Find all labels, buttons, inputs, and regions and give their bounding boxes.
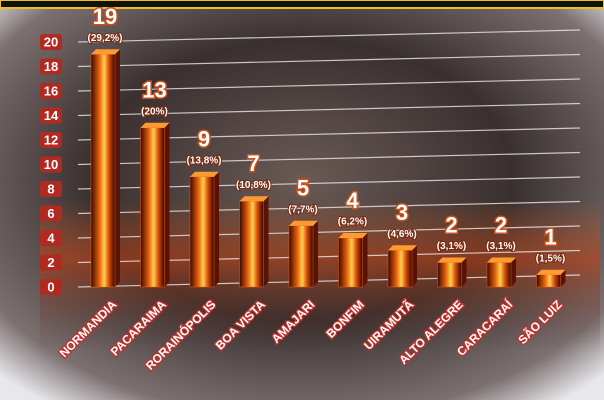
percent-label: (3,1%) xyxy=(486,241,515,252)
y-tick-label: 12 xyxy=(44,132,58,147)
y-tick-badge xyxy=(40,205,62,222)
percent-label: (10,8%) xyxy=(236,180,271,191)
y-tick-badge xyxy=(40,58,62,75)
y-tick-label: 16 xyxy=(44,83,58,98)
grid-line xyxy=(77,78,581,92)
bar xyxy=(189,176,215,288)
bar-side xyxy=(214,171,219,287)
value-label: 2 xyxy=(495,212,507,237)
bar-side xyxy=(313,220,318,287)
y-tick-badge xyxy=(40,132,62,148)
bar xyxy=(387,250,413,288)
bar xyxy=(338,237,363,288)
bar xyxy=(288,225,314,288)
bar-side xyxy=(164,122,170,287)
y-tick-label: 6 xyxy=(47,206,54,221)
percent-label: (4,6%) xyxy=(387,229,416,240)
y-tick-badge xyxy=(40,34,62,50)
value-label: 5 xyxy=(297,176,309,201)
value-label: 9 xyxy=(198,127,210,152)
bar-top xyxy=(338,233,368,238)
bar-side xyxy=(412,245,417,287)
bar-side xyxy=(263,196,269,287)
percent-label: (29,2%) xyxy=(87,33,122,44)
bar xyxy=(239,201,264,288)
y-tick-label: 2 xyxy=(47,255,54,270)
bar-top xyxy=(140,122,170,128)
y-tick-label: 0 xyxy=(47,279,54,294)
y-tick-label: 10 xyxy=(44,157,58,172)
bar-side xyxy=(461,257,467,287)
percent-label: (20%) xyxy=(141,106,168,117)
bar-top xyxy=(388,245,417,251)
bar xyxy=(536,274,561,288)
grid-line xyxy=(77,53,581,68)
top-bar xyxy=(0,0,604,9)
value-label: 13 xyxy=(142,78,166,103)
bar-side xyxy=(362,233,368,287)
y-tick-badge xyxy=(40,181,62,197)
value-label: 19 xyxy=(93,4,117,29)
bar-top xyxy=(190,171,219,177)
bar-top xyxy=(487,257,516,263)
y-tick-label: 20 xyxy=(44,34,58,49)
bar-top xyxy=(91,49,120,55)
y-tick-label: 4 xyxy=(47,230,55,245)
y-tick-label: 18 xyxy=(44,59,58,74)
percent-label: (7,7%) xyxy=(288,204,317,215)
y-tick-label: 14 xyxy=(44,108,59,123)
bar-side xyxy=(560,269,566,287)
y-tick-badge xyxy=(40,254,62,271)
bar-top xyxy=(239,196,269,202)
grid-line xyxy=(77,102,581,117)
bar xyxy=(90,54,116,288)
value-label: 2 xyxy=(445,212,457,237)
bar-top xyxy=(437,257,467,263)
y-tick-badge xyxy=(40,83,62,99)
percent-label: (13,8%) xyxy=(186,155,221,166)
y-tick-badge xyxy=(40,230,62,246)
value-label: 3 xyxy=(396,200,408,225)
value-label: 1 xyxy=(544,225,556,250)
bar-side xyxy=(115,49,120,287)
y-tick-badge xyxy=(40,156,62,173)
percent-label: (3,1%) xyxy=(437,241,466,252)
bar xyxy=(140,127,165,288)
bar-top xyxy=(536,269,566,275)
y-tick-badge xyxy=(40,279,62,295)
bar-top xyxy=(289,220,318,226)
y-tick-label: 8 xyxy=(47,181,54,196)
bar xyxy=(437,262,462,288)
y-tick-badge xyxy=(40,107,62,124)
percent-label: (1,5%) xyxy=(536,253,565,264)
value-label: 4 xyxy=(346,188,359,213)
value-label: 7 xyxy=(247,151,259,176)
grid-line xyxy=(77,29,581,43)
bar xyxy=(486,262,512,288)
bar-side xyxy=(511,257,516,287)
percent-label: (6,2%) xyxy=(338,217,367,228)
